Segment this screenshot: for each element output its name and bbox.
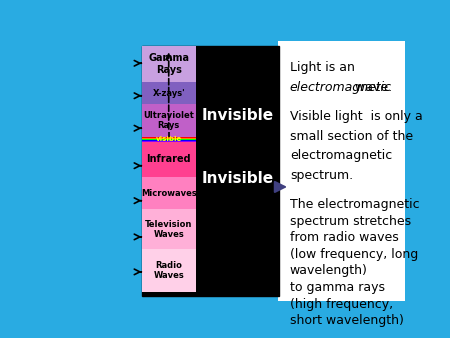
Text: to gamma rays: to gamma rays <box>290 281 385 294</box>
Bar <box>142 142 196 177</box>
Text: Radio
Waves: Radio Waves <box>153 261 184 280</box>
Bar <box>142 141 196 142</box>
Text: (low frequency, long: (low frequency, long <box>290 248 418 261</box>
Bar <box>142 46 279 296</box>
Bar <box>142 210 196 249</box>
Bar <box>142 82 196 104</box>
Text: Gamma
Rays: Gamma Rays <box>148 53 189 75</box>
Bar <box>142 140 196 141</box>
Text: electromagnetic: electromagnetic <box>290 149 392 162</box>
Text: Ultraviolet
Rays: Ultraviolet Rays <box>143 111 194 130</box>
Bar <box>278 41 405 301</box>
Text: small section of the: small section of the <box>290 130 413 143</box>
Text: short wavelength): short wavelength) <box>290 314 404 327</box>
Text: Light is an: Light is an <box>290 62 355 74</box>
Bar <box>142 104 196 137</box>
Text: Television
Waves: Television Waves <box>145 220 193 239</box>
Bar <box>142 138 196 139</box>
Text: Invisible: Invisible <box>202 108 274 123</box>
Text: Visible light  is only a: Visible light is only a <box>290 110 423 123</box>
Text: The electromagnetic: The electromagnetic <box>290 198 419 211</box>
Text: visible: visible <box>156 137 182 142</box>
Text: X-zays': X-zays' <box>153 89 185 98</box>
Bar <box>142 139 196 140</box>
Text: Microwaves: Microwaves <box>141 189 197 198</box>
Bar <box>142 249 196 292</box>
Text: wavelength): wavelength) <box>290 264 368 277</box>
Text: electromagnetic: electromagnetic <box>290 81 392 94</box>
Bar <box>142 46 196 82</box>
Text: spectrum stretches: spectrum stretches <box>290 215 411 227</box>
Text: Infrared: Infrared <box>146 154 191 165</box>
Bar <box>142 177 196 210</box>
Text: from radio waves: from radio waves <box>290 231 399 244</box>
Bar <box>142 137 196 138</box>
Text: spectrum.: spectrum. <box>290 169 353 182</box>
Text: (high frequency,: (high frequency, <box>290 297 393 311</box>
Text: Invisible: Invisible <box>202 171 274 186</box>
Text: wave.: wave. <box>351 81 392 94</box>
